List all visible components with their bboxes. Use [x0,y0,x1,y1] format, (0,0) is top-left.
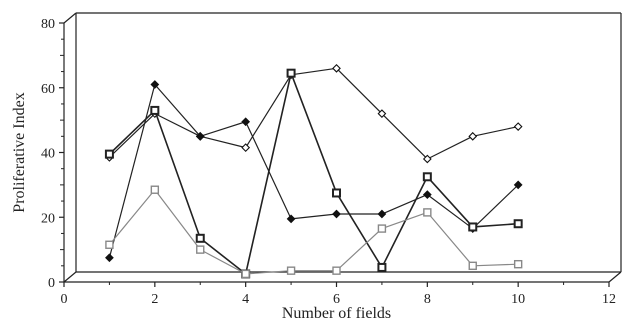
data-point [513,219,523,229]
plot-frame [63,12,622,283]
series-3 [104,68,523,279]
data-point [468,261,477,271]
data-point [286,266,296,275]
data-point [195,233,205,243]
data-point [104,149,114,159]
data-point [513,180,523,190]
x-tick-label: 12 [602,292,616,307]
data-point [105,240,114,249]
data-point [468,222,478,232]
data-point [105,253,114,263]
y-tick-label: 80 [41,17,55,32]
series-group [104,63,523,279]
depth-edge-top-left [63,12,77,24]
x-tick-label: 4 [242,292,249,307]
data-point [196,245,205,254]
data-point [513,259,523,269]
y-axis: 0 20 40 60 80 [41,17,64,291]
series-2 [105,80,523,263]
data-point [286,68,296,78]
y-tick-label: 0 [48,276,55,291]
data-point [468,131,478,141]
data-point [332,188,341,198]
data-point [377,209,387,219]
data-point [332,209,341,219]
series-4-line [108,189,519,275]
series-1-line [109,67,519,160]
x-tick-label: 8 [424,292,431,307]
series-4 [105,185,523,279]
series-2-line [108,83,519,258]
x-tick-label: 10 [511,292,525,307]
data-point [286,214,296,224]
y-tick-label: 20 [41,211,55,226]
x-axis-title: Number of fields [282,305,391,320]
x-tick-label: 6 [333,292,340,307]
series-3-line [108,72,519,275]
data-point [332,63,341,73]
data-point [513,122,523,131]
depth-edge-bottom-left [63,271,77,283]
x-tick-label: 2 [151,292,158,307]
y-tick-label: 40 [41,147,55,162]
data-point [332,266,341,275]
data-point [422,172,432,182]
x-tick-label: 0 [61,292,68,307]
y-axis-title: Proliferative Index [11,92,28,212]
y-tick-label: 60 [41,82,55,97]
data-point [422,190,432,199]
data-point [150,80,160,89]
data-point [241,143,251,153]
data-point [377,262,387,272]
data-point [377,109,387,119]
depth-edge-bottom-right [608,271,622,283]
data-point [195,131,205,141]
data-point [241,269,250,279]
data-point [150,105,160,115]
data-point [241,117,251,127]
data-point [150,185,160,194]
data-point [423,208,432,217]
data-point [377,224,387,233]
x-axis: 0 2 4 6 8 10 12 [61,282,616,307]
data-point [422,154,432,164]
